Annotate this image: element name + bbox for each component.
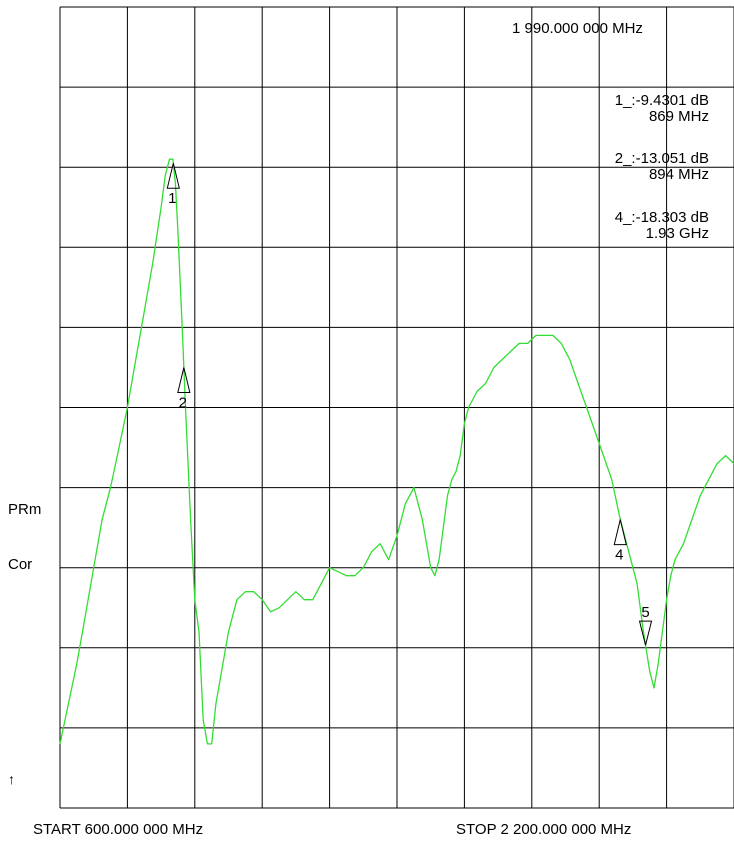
marker-4-frequency: 1.93 GHz <box>646 225 709 242</box>
marker-5-triangle <box>638 620 653 646</box>
marker-4-label: 4 <box>615 547 623 564</box>
marker-2-label: 2 <box>179 394 187 411</box>
reference-position-arrow: ↑ <box>8 771 15 787</box>
graticule <box>59 6 734 809</box>
stop-frequency-label: STOP 2 200.000 000 MHz <box>456 821 631 838</box>
marker-5-label: 5 <box>641 604 649 621</box>
start-frequency-label: START 600.000 000 MHz <box>33 821 203 838</box>
marker-2-frequency: 894 MHz <box>649 166 709 183</box>
trace-line <box>59 158 734 745</box>
left-label-prm: PRm <box>8 501 41 518</box>
marker-1-triangle <box>166 163 180 189</box>
marker-2-triangle <box>177 367 191 393</box>
marker-4-value: 4_:-18.303 dB <box>615 209 709 226</box>
marker-2-value: 2_:-13.051 dB <box>615 150 709 167</box>
left-label-cor: Cor <box>8 556 32 573</box>
marker-1-frequency: 869 MHz <box>649 108 709 125</box>
marker-1-label: 1 <box>168 190 176 207</box>
marker-1-value: 1_:-9.4301 dB <box>615 92 709 109</box>
marker-layer: 1 2 4 5 <box>166 163 653 646</box>
active-frequency-readout: 1 990.000 000 MHz <box>512 20 643 37</box>
marker-4-triangle <box>613 519 627 546</box>
